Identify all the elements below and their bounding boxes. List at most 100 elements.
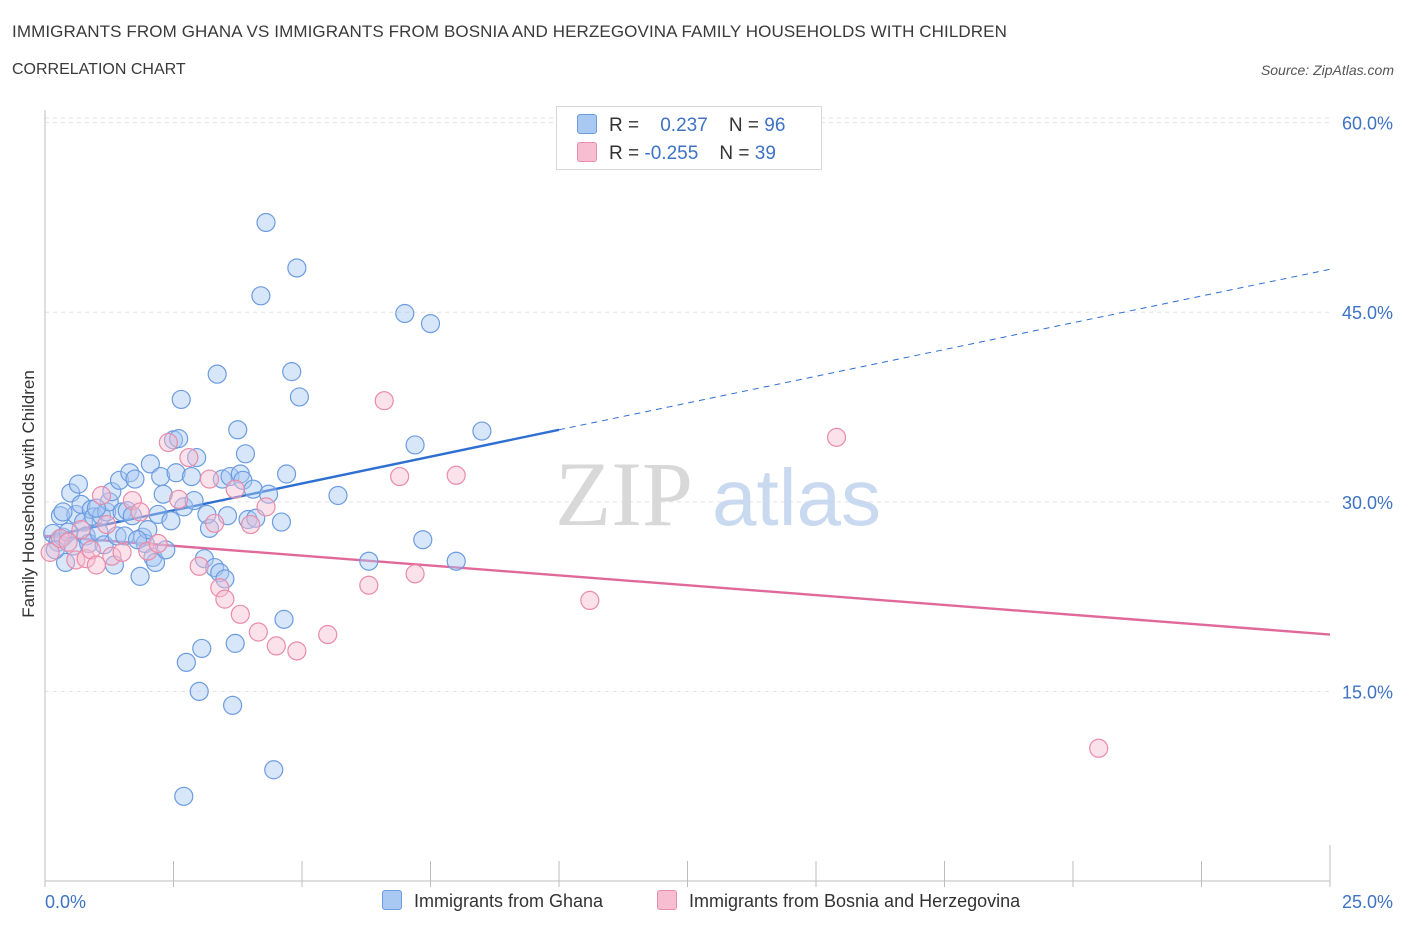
r-value-bosnia: -0.255 [644,143,699,164]
point-ghana [207,364,227,384]
point-bosnia [86,555,107,575]
point-bosnia [122,490,142,511]
legend-item-ghana[interactable]: Immigrants from Ghana [382,890,603,912]
point-ghana [215,569,235,589]
point-bosnia [230,604,250,624]
point-ghana [145,552,166,573]
watermark-zip: ZIP [555,443,693,545]
watermark: ZIP atlas [555,443,881,545]
y-tick-label: 15.0% [1342,682,1393,702]
point-ghana [328,485,348,506]
point-ghana [472,421,492,441]
point-ghana [161,511,181,531]
legend-item-bosnia[interactable]: Immigrants from Bosnia and Herzegovina [657,890,1020,912]
point-bosnia [148,533,168,554]
point-ghana [287,258,307,278]
point-bosnia [112,542,132,562]
point-bosnia [66,550,86,570]
point-ghana [125,469,145,489]
point-bosnia [1089,738,1109,758]
point-ghana [189,681,209,702]
point-ghana [166,463,186,483]
point-ghana [171,389,191,410]
point-bosnia [199,469,220,489]
point-ghana [289,387,310,407]
y-tick-label: 45.0% [1342,303,1393,323]
point-ghana [395,303,415,324]
point-bosnia [81,540,101,560]
point-ghana [210,562,230,583]
point-ghana [86,498,107,518]
point-ghana [282,362,302,382]
point-bosnia [169,489,189,509]
point-ghana [138,520,158,540]
y-tick-label: 60.0% [1342,114,1393,134]
point-ghana [238,509,258,530]
n-value-bosnia: 39 [754,143,776,164]
r-label: R = [609,115,640,136]
point-ghana [420,314,441,334]
y-tick-label: 30.0% [1342,493,1393,513]
point-bosnia [248,622,268,642]
point-bosnia [158,432,178,453]
point-ghana [181,466,202,487]
point-ghana [264,760,284,780]
point-bosnia [205,513,225,533]
trend-line-bosnia [44,534,1331,636]
n-label: N = [728,115,760,136]
point-bosnia [287,641,307,661]
point-ghana [68,474,89,494]
point-bosnia [318,624,338,645]
source-credit: Source: ZipAtlas.com [1260,62,1394,78]
point-bosnia [71,520,91,540]
point-bosnia [374,391,394,411]
point-ghana [53,502,73,522]
trend-line-ghana-extension [558,268,1331,431]
point-bosnia [580,590,600,611]
point-bosnia [359,575,379,595]
data-points [40,212,1109,806]
y-axis-label: Family Households with Children [19,370,38,618]
point-ghana [120,463,140,483]
correlation-legend: R = 0.237 N = 96 R = -0.255 N = 39 [556,106,822,170]
point-ghana [271,512,292,532]
point-ghana [258,484,279,504]
chart-title: IMMIGRANTS FROM GHANA VS IMMIGRANTS FROM… [12,22,1007,41]
point-bosnia [97,514,117,535]
n-label: N = [719,143,750,164]
point-ghana [256,212,276,233]
point-ghana [274,609,294,629]
point-ghana [235,444,256,464]
point-ghana [102,482,122,502]
point-ghana [153,484,173,504]
x-tick-label-min: 0.0% [45,892,86,912]
legend-row-bosnia: R = -0.255 N = 39 [577,142,776,166]
point-ghana [169,429,189,449]
point-bosnia [40,542,60,562]
r-label: R = [609,143,640,164]
point-bosnia [76,549,96,569]
point-ghana [228,420,248,440]
point-ghana [225,633,245,653]
point-bosnia [189,556,209,576]
point-ghana [130,566,150,586]
point-ghana [109,470,130,490]
point-bosnia [446,465,466,485]
legend-swatch-bosnia [657,890,677,910]
point-ghana [251,286,271,306]
point-ghana [174,786,194,806]
legend-label-ghana: Immigrants from Ghana [414,891,604,911]
point-ghana [359,551,379,571]
series-legend: Immigrants from Ghana Immigrants from Bo… [0,890,1406,916]
point-bosnia [826,427,847,447]
legend-swatch-ghana [577,114,597,134]
tick-labels: 15.0% 30.0% 45.0% 60.0% 0.0% 25.0% [45,114,1393,912]
point-ghana [140,454,160,474]
point-ghana [405,435,425,455]
point-bosnia [225,479,245,499]
r-value-ghana: 0.237 [660,115,708,136]
watermark-atlas: atlas [712,453,881,542]
chart-subtitle: CORRELATION CHART [12,61,186,78]
legend-label-bosnia: Immigrants from Bosnia and Herzegovina [689,891,1021,911]
